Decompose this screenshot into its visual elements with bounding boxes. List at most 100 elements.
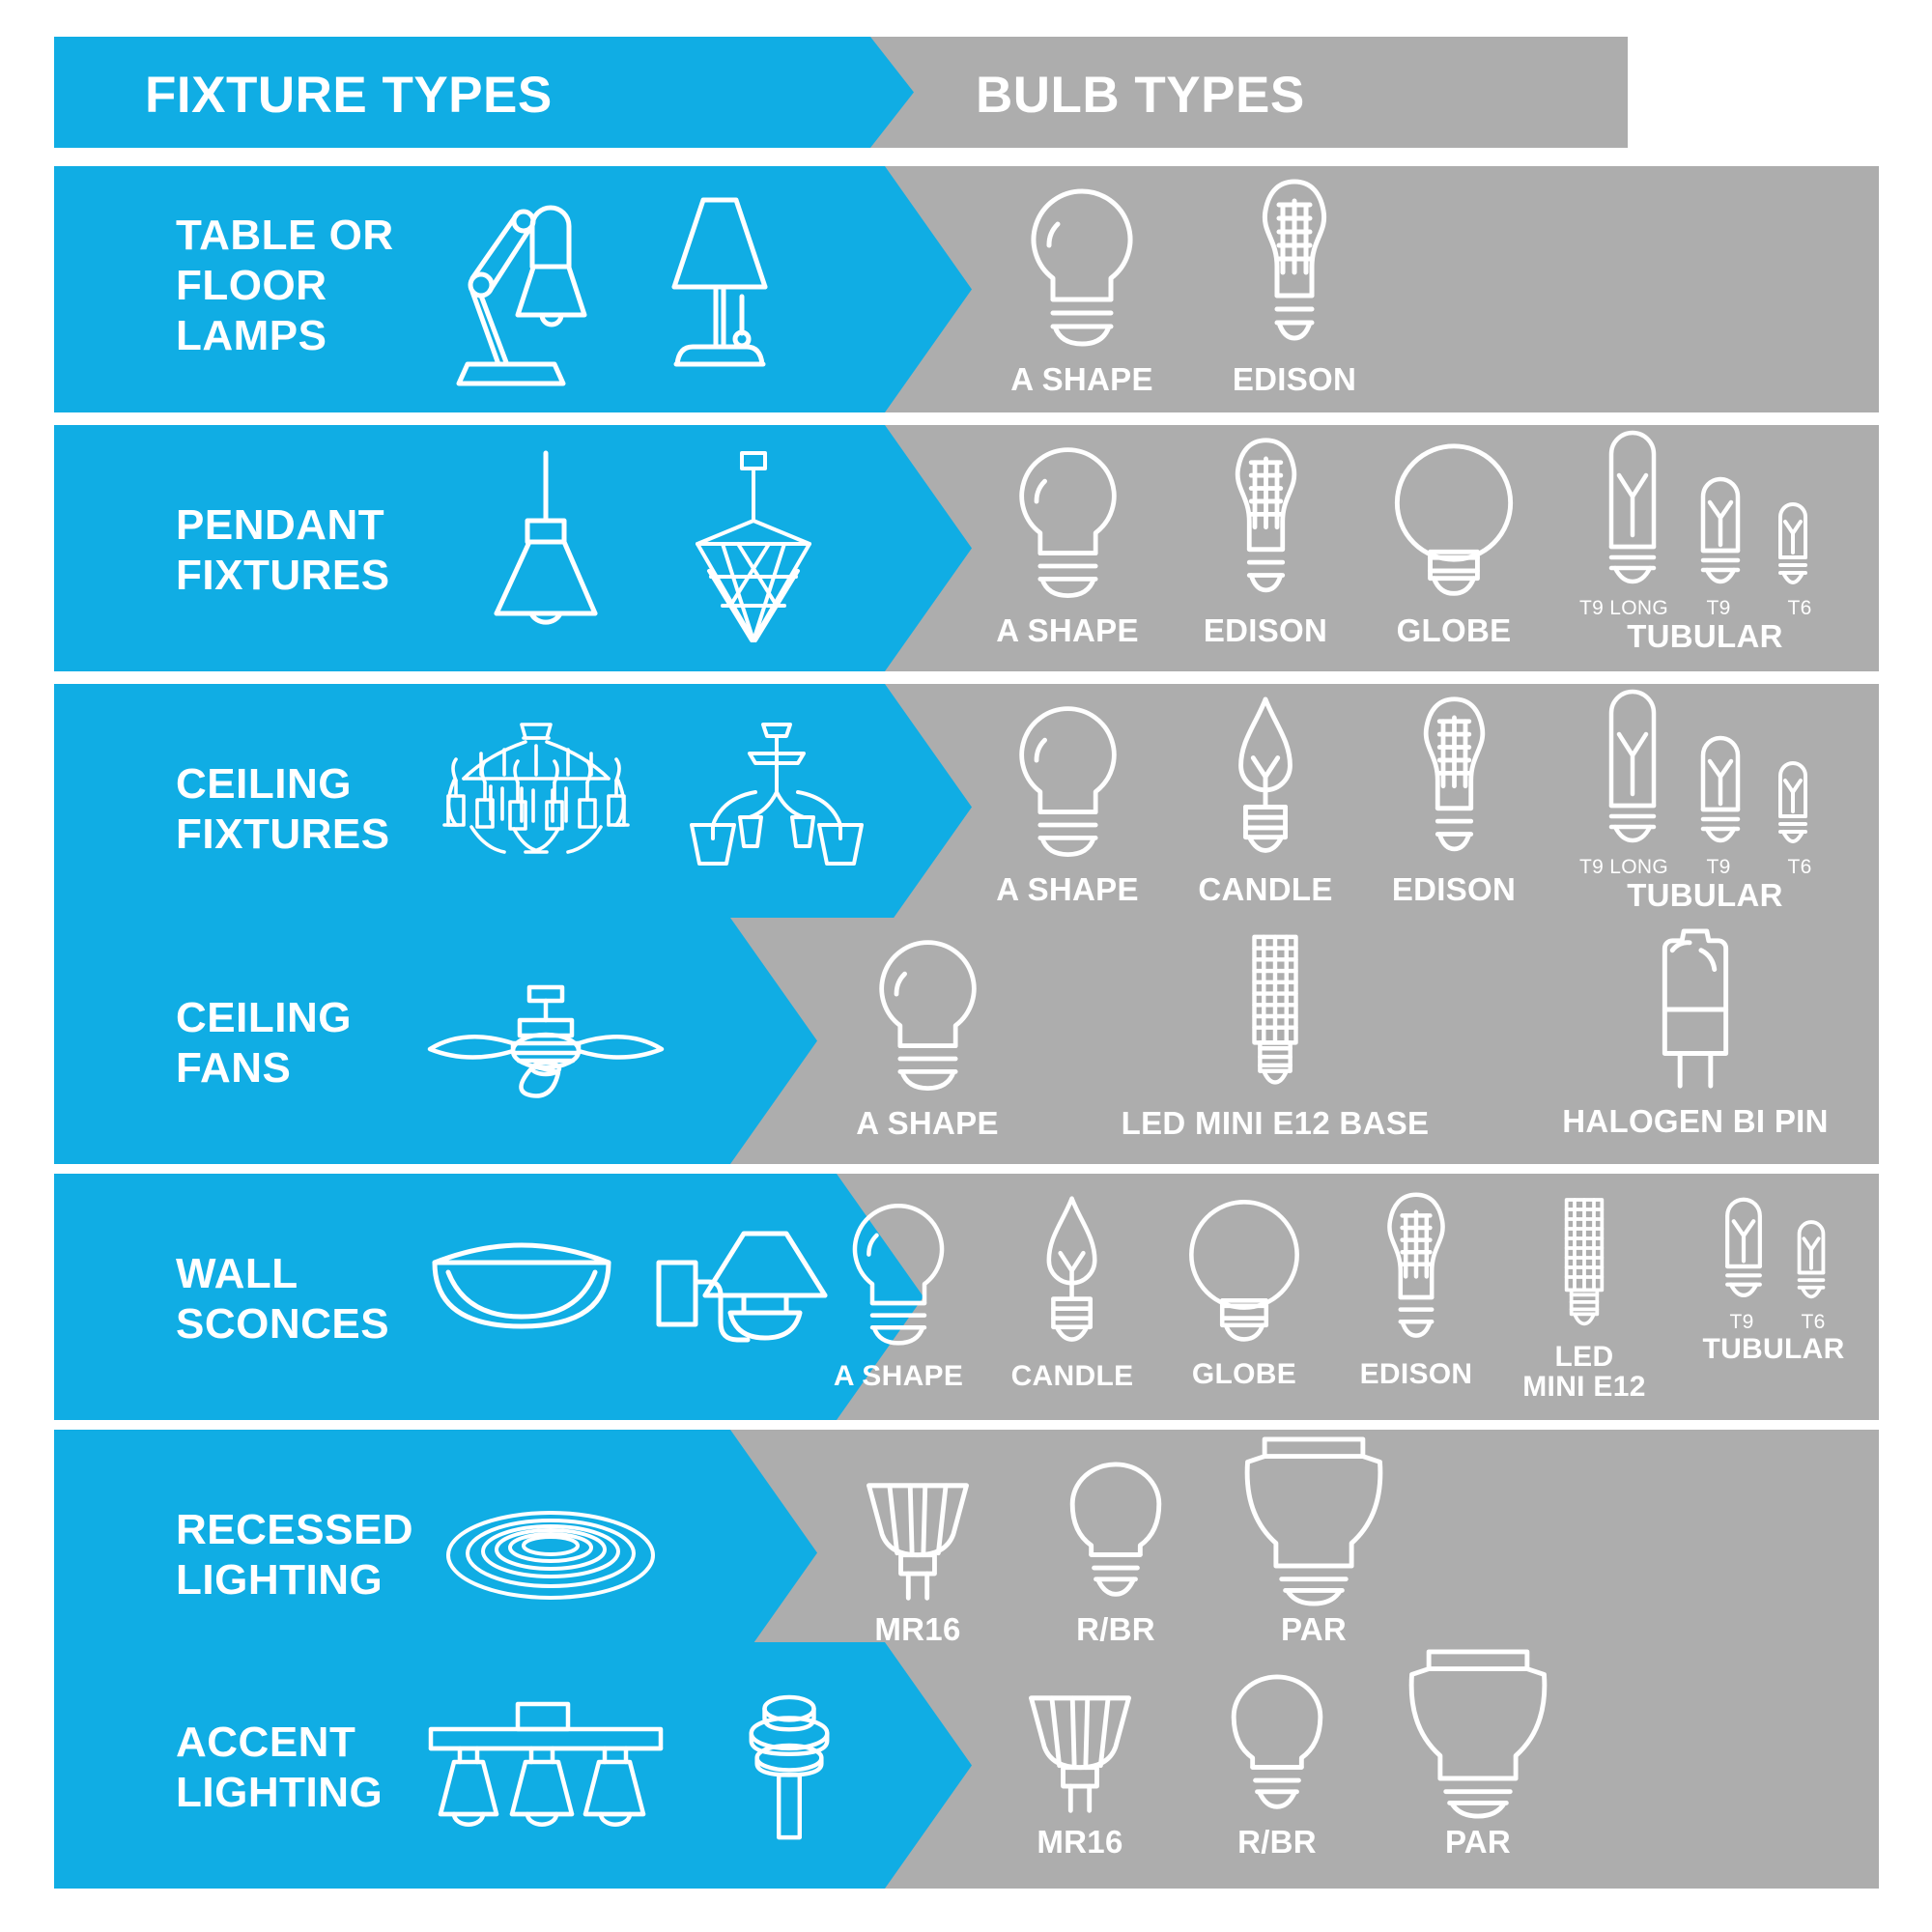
row-pendant-fixtures[interactable]: PENDANT FIXTURES (0, 425, 1932, 671)
bulb-mr16[interactable]: MR16 (983, 1692, 1177, 1859)
bulb-tubular[interactable]: T9 LONG T9 T6 TUBULAR (1546, 688, 1864, 912)
bulb-led-mini-e12[interactable]: LED MINI E12 (1499, 1195, 1669, 1402)
bulb-par[interactable]: PAR (1372, 1648, 1584, 1859)
sublabel-t9: T9 (1729, 1311, 1754, 1333)
fixture-label: TABLE OR FLOOR LAMPS (176, 212, 394, 359)
bulb-tubular[interactable]: T9 T6 TUBULAR (1667, 1195, 1880, 1364)
sublabel-t9: T9 (1706, 856, 1731, 878)
bulb-label: TUBULAR (1627, 877, 1783, 913)
row-wall-sconces[interactable]: WALL SCONCES (0, 1174, 1932, 1420)
fixture-label: CEILING FIXTURES (176, 760, 390, 858)
bulb-label: MR16 (1037, 1824, 1123, 1860)
ceiling-fan-icon (425, 983, 667, 1099)
fixture-types-title: FIXTURE TYPES (145, 67, 553, 124)
wall-bowl-sconce-icon (425, 1237, 618, 1353)
bulb-label: A SHAPE (1010, 361, 1153, 397)
bulb-globe[interactable]: GLOBE (1159, 1195, 1329, 1389)
bulb-a-shape[interactable]: A SHAPE (813, 1199, 983, 1391)
fixture-panel (54, 684, 972, 930)
row-ceiling-fixtures[interactable]: CEILING FIXTURES (0, 684, 1932, 930)
bulb-label: A SHAPE (856, 1105, 999, 1141)
fixture-panel (54, 1430, 817, 1676)
bulb-a-shape[interactable]: A SHAPE (985, 184, 1179, 396)
fixture-panel (54, 918, 817, 1164)
sublabel-t6: T6 (1787, 597, 1812, 619)
bulb-label: PAR (1444, 1824, 1512, 1860)
tubular-sublabels: T9 LONG T9 T6 (1546, 597, 1864, 620)
candle-bulb-icon (1030, 1195, 1115, 1355)
row-accent-lighting[interactable]: ACCENT LIGHTING (0, 1642, 1932, 1889)
globe-bulb-icon (1391, 439, 1517, 609)
rbr-bulb-icon (1216, 1673, 1338, 1820)
tubular-bulb-icon (1596, 429, 1814, 595)
led-mini-e12-icon (1546, 1195, 1623, 1340)
bulb-a-shape[interactable]: A SHAPE (976, 442, 1159, 647)
bulb-edison[interactable]: EDISON (1362, 694, 1546, 906)
a-shape-bulb-icon (841, 1199, 955, 1355)
row-table-or-floor-lamps[interactable]: TABLE OR FLOOR LAMPS (0, 166, 1932, 412)
bulb-candle[interactable]: CANDLE (1174, 696, 1357, 906)
edison-bulb-icon (1364, 1189, 1468, 1353)
par-bulb-icon (1240, 1435, 1387, 1607)
fixture-icon-group (446, 184, 792, 396)
bulb-par[interactable]: PAR (1208, 1435, 1420, 1646)
fixture-label: PENDANT FIXTURES (176, 501, 390, 599)
fixture-label: CEILING FANS (176, 994, 352, 1092)
chandelier-small-icon (690, 721, 864, 895)
track-lighting-icon (425, 1700, 667, 1835)
bulb-halogen-bi-pin[interactable]: HALOGEN BI PIN (1507, 925, 1884, 1138)
bulb-label: A SHAPE (996, 612, 1139, 648)
pendant-cone-icon (473, 450, 618, 649)
mr16-bulb-icon (1026, 1692, 1134, 1820)
header-blue-arrow (54, 37, 914, 148)
path-light-icon (726, 1693, 852, 1843)
fixture-icon-group (473, 446, 831, 654)
bulb-label: TUBULAR (1627, 618, 1783, 654)
row-ceiling-fans[interactable]: CEILING FANS (0, 918, 1932, 1164)
header-gray-panel (865, 37, 1628, 148)
bulb-tubular[interactable]: T9 LONG T9 T6 TUBULAR (1546, 429, 1864, 653)
bulb-candle[interactable]: CANDLE (987, 1195, 1157, 1391)
bulb-label: GLOBE (1396, 612, 1512, 648)
bulb-a-shape[interactable]: A SHAPE (811, 935, 1043, 1140)
sublabel-t9-long: T9 LONG (1579, 856, 1668, 878)
edison-bulb-icon (1210, 435, 1321, 609)
bulb-label: CANDLE (1010, 1360, 1134, 1392)
bulb-label: A SHAPE (996, 871, 1139, 907)
bulb-globe[interactable]: GLOBE (1362, 439, 1546, 647)
row-recessed-lighting[interactable]: RECESSED LIGHTING (0, 1430, 1932, 1676)
bulb-label: LED MINI E12 BASE (1121, 1105, 1430, 1141)
bulb-rbr[interactable]: R/BR (1180, 1673, 1374, 1859)
a-shape-bulb-icon (1008, 701, 1128, 867)
bulb-edison[interactable]: EDISON (1174, 435, 1357, 647)
header: FIXTURE TYPES BULB TYPES (0, 0, 1932, 148)
bulb-rbr[interactable]: R/BR (1019, 1461, 1212, 1646)
bulb-label: HALOGEN BI PIN (1562, 1103, 1829, 1139)
fixture-icon-group (425, 1694, 852, 1839)
bulb-a-shape[interactable]: A SHAPE (976, 701, 1159, 906)
fixture-icon-group (444, 1507, 657, 1604)
a-shape-bulb-icon (1019, 184, 1145, 357)
tubular-sublabels: T9 T6 (1667, 1311, 1880, 1334)
bulb-led-mini-e12-base[interactable]: LED MINI E12 BASE (1072, 931, 1478, 1140)
bulb-panel (869, 166, 1879, 412)
bulb-types-title: BULB TYPES (976, 67, 1305, 124)
tubular-bulb-icon (1716, 1195, 1832, 1309)
bulb-label: TUBULAR (1702, 1333, 1845, 1365)
bulb-label: GLOBE (1191, 1358, 1297, 1390)
fixture-icon-group (425, 983, 667, 1099)
tubular-sublabels: T9 LONG T9 T6 (1546, 856, 1864, 879)
bulb-panel (869, 1642, 1879, 1889)
bulb-mr16[interactable]: MR16 (821, 1480, 1014, 1646)
bulb-label: R/BR (1076, 1611, 1155, 1647)
bulb-edison[interactable]: EDISON (1198, 176, 1391, 396)
bulb-edison[interactable]: EDISON (1331, 1189, 1501, 1389)
bulb-label: MR16 (874, 1611, 961, 1647)
mr16-bulb-icon (864, 1480, 972, 1607)
bulb-label: EDISON (1391, 871, 1517, 907)
bulb-label: CANDLE (1198, 871, 1333, 907)
pendant-cage-icon (676, 451, 831, 649)
fixture-label: ACCENT LIGHTING (176, 1719, 384, 1816)
bulb-label: A SHAPE (833, 1360, 964, 1392)
